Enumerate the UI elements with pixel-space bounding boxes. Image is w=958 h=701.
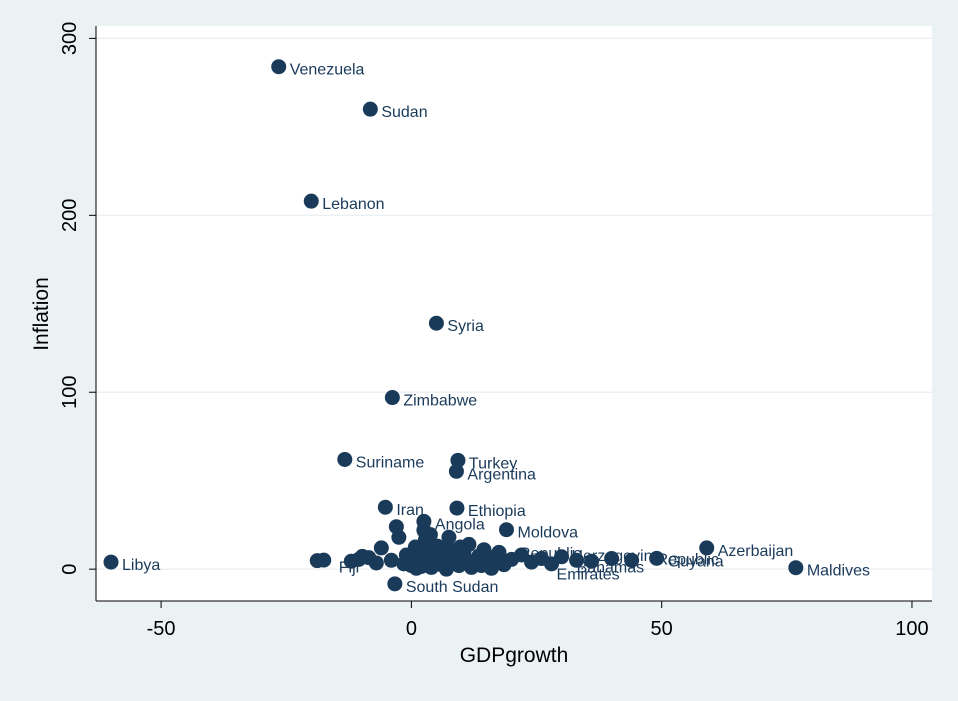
scatter-point [450, 452, 466, 468]
scatter-point [103, 554, 119, 570]
scatter-point [396, 556, 412, 572]
data-points [103, 59, 804, 592]
scatter-point [362, 101, 378, 117]
point-label: Sudan [381, 104, 427, 121]
point-label: Angola [435, 516, 485, 533]
point-label: Libya [122, 557, 160, 574]
scatter-point [337, 451, 353, 467]
scatter-point [554, 549, 570, 565]
scatter-point [624, 552, 640, 568]
scatter-point [441, 529, 457, 545]
point-label: Suriname [356, 454, 425, 471]
scatter-point [387, 576, 403, 592]
scatter-point [428, 315, 444, 331]
scatter-point [412, 555, 428, 571]
scatter-point [442, 554, 458, 570]
point-label: Bahamas [577, 560, 645, 577]
point-label: Iran [396, 502, 424, 519]
scatter-point [584, 553, 600, 569]
scatter-point [498, 522, 514, 538]
scatter-point [407, 539, 423, 555]
point-label: Guyana [668, 553, 724, 570]
x-tick-label: -50 [147, 618, 176, 640]
point-label: Argentina [467, 466, 536, 483]
scatter-point [388, 519, 404, 535]
point-label: Syria [447, 318, 484, 335]
scatter-point [649, 550, 665, 566]
point-label: Maldives [807, 563, 870, 580]
point-label: Fiji [339, 560, 359, 577]
y-tick-label: 300 [59, 22, 81, 55]
scatter-point [491, 544, 507, 560]
y-axis-title: Inflation [30, 277, 53, 351]
scatter-point [569, 552, 585, 568]
scatter-point [448, 463, 464, 479]
x-tick-label: 0 [406, 618, 417, 640]
point-label: Emirates [557, 567, 620, 584]
x-axis-title: GDPgrowth [460, 644, 569, 667]
scatter-point [316, 552, 332, 568]
point-label: Zimbabwe [403, 393, 477, 410]
scatter-point [422, 527, 438, 543]
point-label: Republic [657, 552, 719, 569]
scatter-point [476, 542, 492, 558]
y-tick-label: 200 [59, 199, 81, 232]
scatter-point [384, 390, 400, 406]
scatter-point [604, 551, 620, 567]
point-label: Lebanon [322, 196, 384, 213]
scatter-point [271, 59, 287, 75]
scatter-point [343, 553, 359, 569]
scatter-point [483, 560, 499, 576]
x-tick-label: 100 [895, 618, 928, 640]
scatter-point [303, 193, 319, 209]
scatter-point [383, 552, 399, 568]
point-label: Herzegovina [572, 548, 662, 565]
scatter-point [449, 500, 465, 516]
point-label: Moldova [517, 525, 578, 542]
ticks: 0 100 200 300 -50 0 50 100 [59, 22, 929, 640]
point-label: H [416, 522, 428, 539]
scatter-point [361, 550, 377, 566]
y-tick-label: 0 [59, 564, 81, 575]
scatter-point [373, 540, 389, 556]
scatter-point [699, 540, 715, 556]
scatter-point [377, 499, 393, 515]
scatter-point [416, 513, 432, 529]
point-label: Ethiopia [468, 503, 526, 520]
point-label: Turkey [469, 455, 517, 472]
point-label: Azerbaijan [718, 543, 794, 560]
axes [95, 26, 932, 602]
y-tick-label: 100 [59, 376, 81, 409]
plot-area [96, 26, 932, 601]
point-label: Venezuela [290, 62, 365, 79]
point-label: Republic [519, 545, 581, 562]
scatter-point [788, 560, 804, 576]
x-tick-label: 50 [651, 618, 673, 640]
point-label: South Sudan [406, 579, 499, 596]
scatter-point [452, 539, 468, 555]
